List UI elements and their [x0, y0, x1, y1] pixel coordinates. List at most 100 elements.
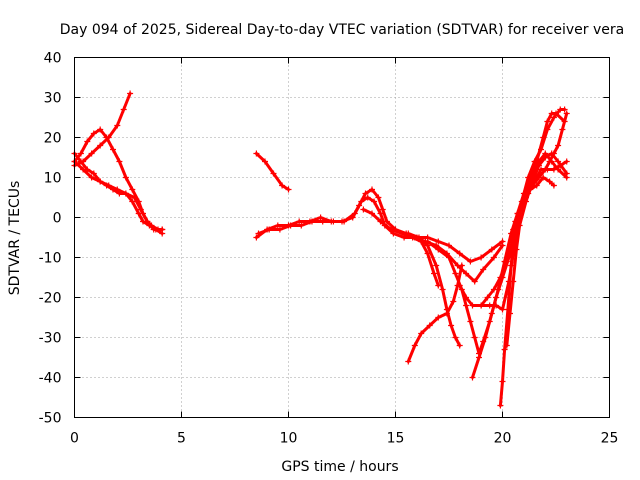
data-point-arc-4-1 — [80, 166, 87, 173]
data-point-arc-10-0 — [405, 358, 412, 365]
data-point-arc-13-2 — [482, 334, 489, 341]
data-point-arc-15-2 — [501, 346, 508, 353]
data-point-arc-7-2 — [276, 226, 283, 233]
data-point-arc-16-3 — [513, 246, 520, 253]
data-point-arc-3-4 — [105, 134, 112, 141]
grid-lines — [74, 57, 610, 418]
data-point-arc-1-9 — [129, 186, 136, 193]
data-point-arc-7-11 — [364, 194, 371, 201]
data-point-arc-4-2 — [88, 174, 95, 181]
data-point-arc-7-10 — [358, 198, 365, 205]
data-point-arc-1-8 — [122, 174, 129, 181]
data-point-arc-18-9 — [559, 126, 566, 133]
series-arc-18 — [510, 110, 570, 233]
data-point-arc-10-6 — [450, 298, 457, 305]
data-point-arc-6-22 — [456, 250, 463, 257]
x-tick-label-15: 15 — [387, 431, 405, 447]
data-point-arc-2-10 — [135, 210, 142, 217]
data-point-arc-10-5 — [443, 310, 450, 317]
data-point-arc-6-25 — [488, 246, 495, 253]
data-point-arc-16-4 — [516, 222, 523, 229]
y-tick-label--10: -10 — [39, 251, 62, 267]
data-point-arc-8-3 — [388, 226, 395, 233]
data-point-arc-1-6 — [110, 146, 116, 153]
y-tick-label--50: -50 — [39, 411, 62, 427]
data-point-arc-14-2 — [493, 302, 500, 309]
data-point-arc-18-3 — [529, 182, 536, 189]
series-arc-15 — [497, 110, 568, 409]
y-axis-label: SDTVAR / TECUs — [7, 181, 23, 296]
data-point-arc-6-24 — [478, 254, 485, 261]
data-point-arc-7-23 — [471, 278, 478, 285]
data-point-arc-9-7 — [452, 334, 459, 341]
data-point-arc-15-0 — [497, 402, 504, 409]
data-point-arc-5-4 — [285, 186, 292, 193]
y-tick-label-30: 30 — [44, 91, 62, 107]
data-point-arc-7-9 — [351, 210, 358, 217]
data-point-arc-16-2 — [510, 278, 517, 285]
data-point-arc-7-8 — [341, 218, 348, 225]
data-point-arc-6-4 — [296, 218, 303, 225]
data-point-arc-12-4 — [484, 294, 491, 301]
data-point-arc-6-23 — [467, 258, 474, 265]
series-line-arc-5 — [254, 152, 290, 191]
data-point-arc-3-6 — [120, 106, 127, 113]
data-point-arc-1-2 — [84, 138, 91, 145]
data-point-arc-14-3 — [499, 306, 506, 313]
data-point-arc-13-3 — [488, 310, 495, 317]
y-tick-label-0: 0 — [53, 211, 62, 227]
data-point-arc-12-1 — [463, 294, 470, 301]
data-point-arc-11-3 — [452, 270, 459, 277]
data-point-arc-14-0 — [478, 302, 485, 309]
data-point-arc-16-10 — [555, 158, 562, 165]
series-line-arc-9 — [406, 232, 462, 347]
data-point-arc-5-1 — [262, 158, 268, 165]
data-point-arc-7-13 — [377, 210, 384, 217]
data-point-arc-7-25 — [490, 254, 497, 261]
data-point-arc-7-24 — [480, 266, 487, 273]
data-point-arc-18-6 — [546, 158, 553, 165]
data-point-arc-17-8 — [557, 162, 564, 169]
plot-frame — [74, 57, 610, 418]
data-point-arc-4-9 — [144, 218, 151, 225]
data-point-arc-17-0 — [508, 238, 515, 245]
x-tick-label-20: 20 — [494, 431, 512, 447]
data-point-arc-11-2 — [446, 254, 452, 261]
data-point-arc-13-0 — [469, 374, 476, 381]
data-point-arc-6-6 — [317, 214, 324, 221]
data-point-arc-18-1 — [516, 210, 523, 217]
data-point-arc-13-13 — [550, 182, 557, 189]
data-point-arc-7-22 — [463, 270, 470, 277]
data-point-arc-18-7 — [550, 150, 557, 157]
data-point-arc-4-11 — [159, 226, 166, 233]
data-point-arc-7-0 — [255, 230, 262, 237]
data-point-arc-18-5 — [542, 166, 549, 173]
data-point-arc-4-6 — [122, 190, 129, 197]
data-point-arc-15-4 — [508, 262, 515, 269]
data-point-arc-11-1 — [435, 246, 442, 253]
data-point-arc-15-8 — [527, 174, 534, 181]
series-line-arc-3 — [73, 92, 132, 167]
data-point-arc-8-4 — [398, 230, 405, 237]
x-axis-label: GPS time / hours — [281, 459, 398, 475]
data-point-arc-8-0 — [360, 206, 367, 213]
data-point-arc-15-10 — [540, 134, 547, 141]
data-point-arc-7-1 — [266, 226, 273, 233]
data-point-arc-7-4 — [298, 222, 305, 229]
data-point-arc-15-1 — [499, 378, 506, 385]
data-point-arc-10-2 — [418, 330, 425, 337]
data-point-arc-9-6 — [448, 322, 455, 329]
data-point-arc-9-3 — [433, 262, 440, 269]
data-point-arc-6-0 — [253, 234, 260, 241]
y-tick-label-10: 10 — [44, 171, 62, 187]
data-point-arc-4-4 — [105, 182, 112, 189]
data-point-arc-15-13 — [553, 110, 559, 117]
data-point-arc-7-7 — [330, 218, 337, 225]
data-point-arc-1-3 — [90, 130, 97, 137]
data-point-arc-7-3 — [287, 222, 294, 229]
data-point-arc-13-4 — [495, 286, 502, 293]
y-tick-label-40: 40 — [44, 51, 62, 67]
data-point-arc-11-5 — [463, 302, 470, 309]
series-line-arc-4 — [73, 160, 164, 231]
data-point-arc-14-11 — [550, 114, 557, 121]
